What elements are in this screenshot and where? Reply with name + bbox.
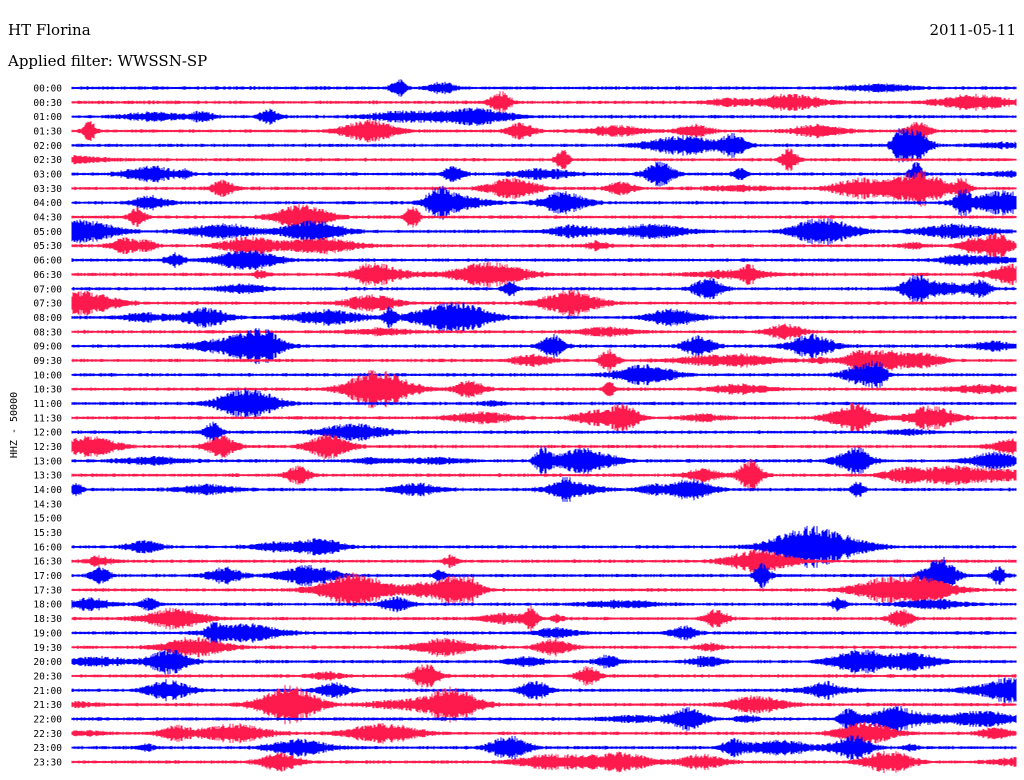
time-tick-label: 00:00: [33, 84, 62, 95]
time-tick-label: 23:30: [33, 757, 62, 768]
time-tick-label: 21:00: [33, 686, 62, 697]
seismic-trace: [71, 217, 1017, 246]
seismic-trace: [71, 596, 1017, 613]
seismic-trace: [71, 637, 1017, 658]
seismic-trace: [71, 572, 1017, 608]
time-tick-label: 03:30: [33, 184, 62, 195]
time-tick-label: 19:00: [33, 628, 62, 639]
time-tick-label: 14:30: [33, 499, 62, 510]
seismic-trace: [71, 148, 1017, 171]
time-tick-label: 09:00: [33, 342, 62, 353]
seismic-trace: [71, 302, 1017, 333]
seismic-trace: [71, 750, 1017, 774]
seismic-trace: [71, 348, 1017, 373]
seismic-traces: [71, 79, 1017, 774]
seismic-trace: [71, 685, 1017, 725]
chart-date: 2011-05-11: [930, 21, 1016, 39]
time-tick-label: 16:00: [33, 542, 62, 553]
seismic-trace: [71, 161, 1017, 187]
time-tick-label: 00:30: [33, 98, 62, 109]
time-tick-label: 09:30: [33, 356, 62, 367]
seismic-trace: [71, 549, 1017, 574]
time-tick-label: 18:30: [33, 614, 62, 625]
time-tick-label: 04:30: [33, 213, 62, 224]
seismic-trace: [71, 79, 1017, 97]
seismic-trace: [71, 421, 1017, 443]
time-tick-label: 05:00: [33, 227, 62, 238]
seismic-trace: [71, 735, 1017, 761]
y-axis-label: HHZ - 50000: [9, 392, 20, 458]
time-tick-label: 15:00: [33, 514, 62, 525]
time-tick-label: 01:00: [33, 112, 62, 123]
time-tick-label: 22:30: [33, 729, 62, 740]
time-tick-label: 13:30: [33, 471, 62, 482]
time-tick-label: 15:30: [33, 528, 62, 539]
seismic-trace: [71, 170, 1017, 207]
seismic-trace: [71, 128, 1017, 163]
time-tick-label: 11:00: [33, 399, 62, 410]
seismic-trace: [71, 275, 1017, 303]
time-tick-label: 04:00: [33, 198, 62, 209]
seismic-trace: [71, 360, 1017, 389]
time-tick-label: 10:30: [33, 385, 62, 396]
seismic-trace: [71, 289, 1017, 317]
time-tick-label: 03:00: [33, 170, 62, 181]
time-tick-label: 11:30: [33, 413, 62, 424]
time-tick-label: 16:30: [33, 557, 62, 568]
time-tick-label: 01:30: [33, 127, 62, 138]
seismic-trace: [71, 370, 1017, 409]
seismic-trace: [71, 232, 1017, 259]
time-tick-label: 20:00: [33, 657, 62, 668]
seismic-trace: [71, 677, 1017, 704]
seismic-trace: [71, 388, 1017, 419]
time-tick-label: 14:00: [33, 485, 62, 496]
time-tick-label: 06:30: [33, 270, 62, 281]
seismic-trace: [71, 446, 1017, 476]
time-tick-label: 10:00: [33, 370, 62, 381]
time-tick-label: 05:30: [33, 241, 62, 252]
seismic-trace: [71, 204, 1017, 230]
time-tick-labels: 00:00 00:30 01:00 01:30 02:00 02:30 03:00 03:30…: [33, 84, 62, 769]
seismic-trace: [71, 250, 1017, 270]
seismic-trace: [71, 705, 1017, 733]
time-tick-label: 17:30: [33, 585, 62, 596]
time-tick-label: 12:00: [33, 428, 62, 439]
station-title: HT Florina: [8, 21, 91, 39]
time-tick-label: 20:30: [33, 671, 62, 682]
time-tick-label: 22:00: [33, 714, 62, 725]
seismic-trace: [71, 119, 1017, 143]
time-tick-label: 08:30: [33, 327, 62, 338]
time-tick-label: 13:00: [33, 456, 62, 467]
time-tick-label: 02:30: [33, 155, 62, 166]
seismic-trace: [71, 477, 1017, 502]
seismic-trace: [71, 605, 1017, 632]
filter-label: Applied filter: WWSSN-SP: [7, 52, 207, 70]
seismic-trace: [71, 107, 1017, 126]
time-tick-label: 02:00: [33, 141, 62, 152]
time-tick-label: 06:00: [33, 256, 62, 267]
time-tick-label: 07:30: [33, 299, 62, 310]
seismic-trace: [71, 458, 1017, 492]
seismic-trace: [71, 664, 1017, 688]
seismic-trace: [71, 328, 1017, 365]
time-tick-label: 18:00: [33, 600, 62, 611]
time-tick-label: 23:00: [33, 743, 62, 754]
seismic-trace: [71, 433, 1017, 460]
time-tick-label: 21:30: [33, 700, 62, 711]
seismic-trace: [71, 721, 1017, 746]
time-tick-label: 07:00: [33, 284, 62, 295]
seismic-trace: [71, 649, 1017, 675]
seismic-trace: [71, 525, 1017, 568]
seismic-trace: [71, 185, 1017, 220]
seismic-trace: [71, 402, 1017, 434]
seismic-trace: [71, 261, 1017, 288]
seismic-trace: [71, 323, 1017, 340]
time-tick-label: 19:30: [33, 643, 62, 654]
time-tick-label: 08:00: [33, 313, 62, 324]
seismic-trace: [71, 621, 1017, 645]
time-tick-label: 12:30: [33, 442, 62, 453]
seismic-trace: [71, 91, 1017, 114]
time-tick-label: 17:00: [33, 571, 62, 582]
